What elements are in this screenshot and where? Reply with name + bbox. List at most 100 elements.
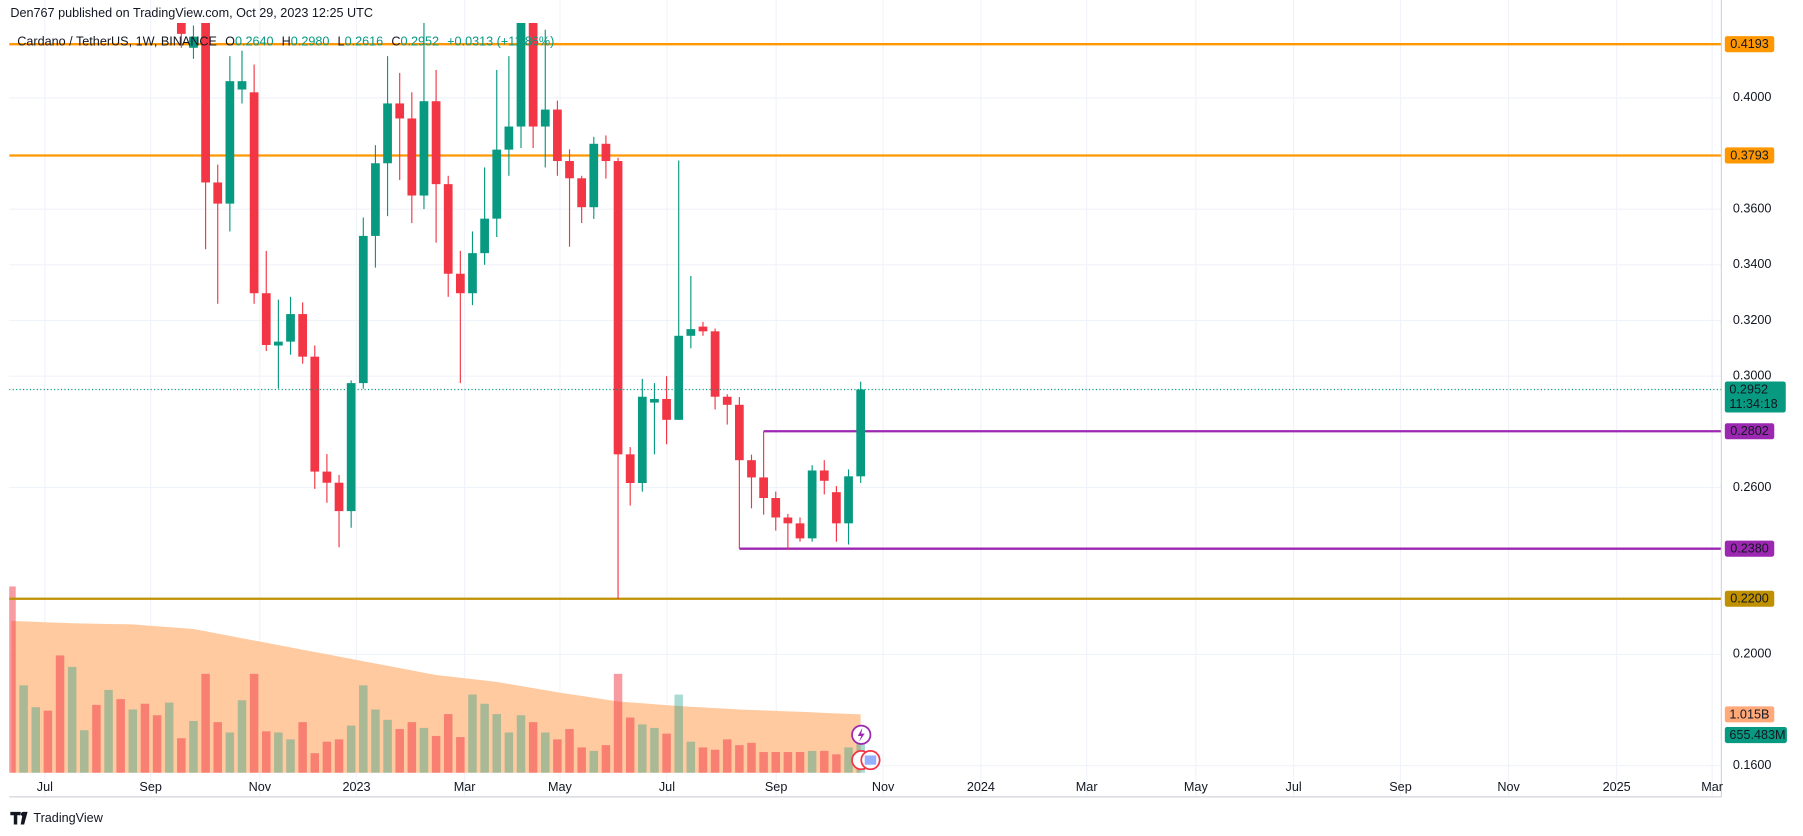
x-tick-label: Sep: [765, 780, 787, 794]
x-tick-label: 2024: [967, 780, 995, 794]
candle-body: [346, 383, 356, 512]
level-label: 0.2380: [1730, 542, 1769, 556]
ohlc-value: 0.2640: [235, 35, 274, 49]
volume-bar: [662, 733, 671, 773]
volume-bar: [310, 753, 320, 773]
candle-body: [832, 492, 841, 524]
ohlc-key: L: [338, 35, 345, 49]
y-tick-label: 0.4000: [1733, 90, 1772, 104]
volume-label: 1.015B: [1729, 707, 1769, 721]
x-tick-label: May: [1184, 780, 1209, 794]
last-price-box: [1724, 381, 1786, 413]
volume-bar: [189, 720, 198, 773]
ohlc-key: H: [282, 35, 291, 49]
x-tick-label: Jul: [1286, 780, 1302, 794]
volume-label: 655.483M: [1729, 728, 1785, 742]
candle-body: [407, 118, 417, 196]
candle-body: [795, 523, 805, 539]
volume-bar: [286, 739, 295, 773]
candle-body: [395, 103, 405, 119]
candle-body: [698, 326, 708, 332]
candle-body: [358, 235, 368, 384]
candle-body: [540, 109, 550, 127]
candle-body: [516, 23, 526, 127]
volume-bar: [613, 673, 623, 773]
y-tick-label: 0.2600: [1733, 480, 1772, 494]
volume-bar: [128, 709, 138, 773]
candle-body: [322, 471, 332, 483]
candle-body: [747, 460, 756, 478]
candle-body: [722, 396, 732, 405]
candle-body: [807, 470, 817, 539]
volume-bar: [516, 715, 526, 773]
x-tick-label: Sep: [139, 780, 161, 794]
candle-body: [650, 398, 659, 403]
volume-bar: [638, 724, 647, 773]
candle-body: [371, 163, 380, 236]
volume-ma-area: [11, 620, 861, 773]
candle-body: [589, 143, 599, 208]
volume-bar: [601, 745, 611, 773]
candle-body: [298, 314, 308, 357]
y-tick-label: 0.3600: [1733, 202, 1772, 216]
level-label: 0.2802: [1730, 424, 1769, 438]
volume-bar: [262, 731, 271, 773]
volume-bar: [771, 752, 780, 773]
volume-bar: [698, 747, 708, 773]
candle-body: [528, 23, 538, 127]
ohlc-value: 0.2980: [291, 35, 330, 49]
level-label-box: [1724, 423, 1775, 440]
volume-bar: [201, 673, 210, 773]
volume-bar: [419, 727, 429, 773]
volume-bar: [383, 719, 392, 773]
volume-bar: [832, 754, 841, 773]
x-tick-label: Mar: [454, 780, 476, 794]
event-icon-glyph: [857, 727, 865, 742]
level-label: 0.2200: [1730, 592, 1769, 606]
volume-bar: [407, 722, 417, 773]
candle-body: [662, 398, 671, 420]
volume-bar: [431, 735, 441, 773]
candle-body: [249, 92, 259, 294]
volume-bar: [722, 739, 732, 773]
volume-bar: [92, 704, 101, 773]
event-icon-glyph: [864, 755, 877, 765]
last-price-label: 0.2952: [1729, 382, 1768, 396]
volume-bar: [225, 732, 235, 773]
candle-body: [686, 329, 696, 336]
volume-bar: [710, 749, 720, 773]
volume-bar: [650, 727, 659, 773]
y-tick-label: 0.3400: [1733, 257, 1772, 271]
x-tick-label: Sep: [1389, 780, 1411, 794]
candle-body: [625, 454, 635, 483]
volume-bar: [371, 709, 380, 773]
volume-bar: [795, 752, 805, 773]
volume-bar: [43, 710, 53, 773]
candle-body: [334, 482, 344, 512]
x-tick-label: Nov: [1497, 780, 1520, 794]
volume-bar: [237, 700, 247, 773]
x-tick-label: May: [548, 780, 573, 794]
volume-bar: [759, 752, 768, 773]
volume-bar: [322, 741, 332, 773]
volume-bar: [213, 722, 222, 773]
candle-body: [189, 36, 198, 48]
y-tick-label: 0.2000: [1733, 647, 1772, 661]
volume-bar: [674, 694, 683, 773]
volume-bar: [456, 737, 465, 773]
candle-body: [553, 109, 562, 162]
volume-bar: [67, 666, 77, 773]
volume-bar: [55, 655, 65, 773]
volume-bar: [541, 732, 550, 773]
level-label: 0.4193: [1730, 37, 1769, 51]
candle-body: [274, 341, 283, 346]
ohlc-value: 0.2952: [400, 35, 439, 49]
candle-body: [674, 335, 684, 420]
candle-body: [455, 273, 465, 294]
candle-body: [201, 23, 210, 183]
candle-body: [613, 161, 623, 455]
volume-bar: [844, 747, 853, 773]
change: +0.0313 (+11.86%): [447, 35, 554, 49]
